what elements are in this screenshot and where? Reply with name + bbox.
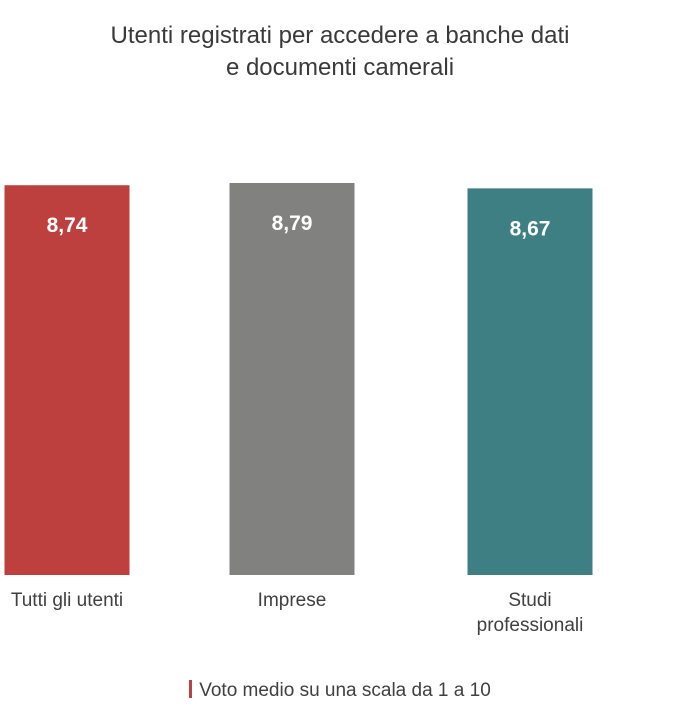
bar-tutti-gli-utenti	[4, 185, 130, 576]
chart-title-line-1: Utenti registrati per accedere a banche …	[110, 22, 570, 49]
value-label-imprese: 8,79	[272, 212, 313, 235]
chart-title: Utenti registrati per accedere a banche …	[0, 20, 680, 84]
category-label-studi-professionali-line-1: Studi	[508, 590, 551, 611]
category-label-tutti-gli-utenti: Tutti gli utenti	[11, 590, 123, 611]
category-label-studi-professionali-line-2: professionali	[477, 615, 584, 636]
scale-note: Voto medio su una scala da 1 a 10	[0, 680, 680, 702]
bar-studi-professionali	[467, 188, 593, 575]
chart-title-line-2: e documenti camerali	[225, 54, 455, 81]
value-label-tutti-gli-utenti: 8,74	[47, 214, 88, 237]
scale-note-text: Voto medio su una scala da 1 a 10	[199, 680, 491, 701]
scale-note-marker	[189, 680, 193, 698]
bar-imprese	[229, 183, 355, 575]
value-label-studi-professionali: 8,67	[510, 217, 551, 240]
category-label-imprese: Imprese	[258, 590, 327, 611]
